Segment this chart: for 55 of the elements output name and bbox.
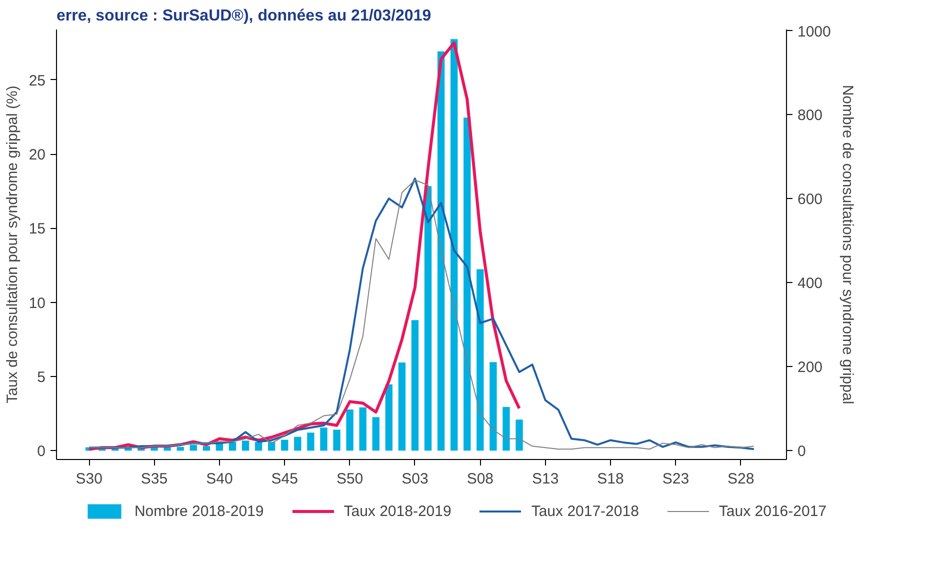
bar xyxy=(202,446,210,451)
bar xyxy=(411,320,419,451)
x-tick-label: S08 xyxy=(466,470,494,488)
bar xyxy=(333,430,340,451)
bar xyxy=(476,269,484,451)
x-tick-label: S50 xyxy=(336,470,364,488)
y2-tick-label: 600 xyxy=(798,191,823,208)
bar xyxy=(346,410,354,451)
y2-tick-label: 800 xyxy=(798,107,823,124)
bar xyxy=(254,442,262,451)
y-tick-label: 10 xyxy=(28,294,46,312)
bar xyxy=(190,444,197,451)
y2-tick-label: 0 xyxy=(798,443,806,460)
bar xyxy=(385,384,392,451)
x-tick-label: S18 xyxy=(597,470,624,488)
bar xyxy=(294,436,302,451)
legend-label: Nombre 2018-2019 xyxy=(134,502,264,520)
y2-tick-label: 400 xyxy=(798,275,823,292)
legend-label: Taux 2017-2018 xyxy=(531,502,639,520)
x-tick-label: S23 xyxy=(662,470,690,488)
bar xyxy=(281,440,288,451)
bar xyxy=(502,407,510,451)
y-tick-label: 15 xyxy=(28,220,46,238)
legend-label: Taux 2018-2019 xyxy=(344,502,452,520)
y-tick-label: 25 xyxy=(28,72,46,90)
bar xyxy=(176,446,184,451)
x-tick-label: S45 xyxy=(271,470,298,488)
x-tick-label: S35 xyxy=(140,470,168,488)
bar xyxy=(437,51,445,451)
x-tick-label: S03 xyxy=(402,470,428,488)
y-tick-label: 20 xyxy=(28,146,46,164)
bar xyxy=(450,39,458,451)
bar xyxy=(164,447,171,451)
bar xyxy=(307,432,314,451)
x-tick-label: S28 xyxy=(728,470,754,488)
y-tick-label: 0 xyxy=(37,443,46,460)
x-tick-label: S13 xyxy=(532,470,559,488)
chart-title: erre, source : SurSaUD®), données au 21/03/2019 xyxy=(56,8,432,24)
bar xyxy=(372,417,380,451)
x-tick-label: S40 xyxy=(206,470,233,488)
bar xyxy=(242,440,250,451)
x-tick-label: S30 xyxy=(76,470,102,488)
legend-label: Taux 2016-2017 xyxy=(718,502,827,520)
bar xyxy=(464,118,471,451)
y2-tick-label: 1000 xyxy=(798,23,831,40)
bar xyxy=(359,407,366,451)
y-axis-title: Taux de consultation pour syndrome grippal (%) xyxy=(4,86,21,404)
y2-tick-label: 200 xyxy=(798,359,823,376)
bar xyxy=(516,420,523,451)
bar xyxy=(490,362,497,451)
bar xyxy=(398,362,406,451)
y-tick-label: 5 xyxy=(37,368,46,386)
bar xyxy=(320,428,328,451)
y2-axis-title: Nombre de consultations pour syndrome grippal xyxy=(838,84,856,404)
bar xyxy=(424,186,432,451)
